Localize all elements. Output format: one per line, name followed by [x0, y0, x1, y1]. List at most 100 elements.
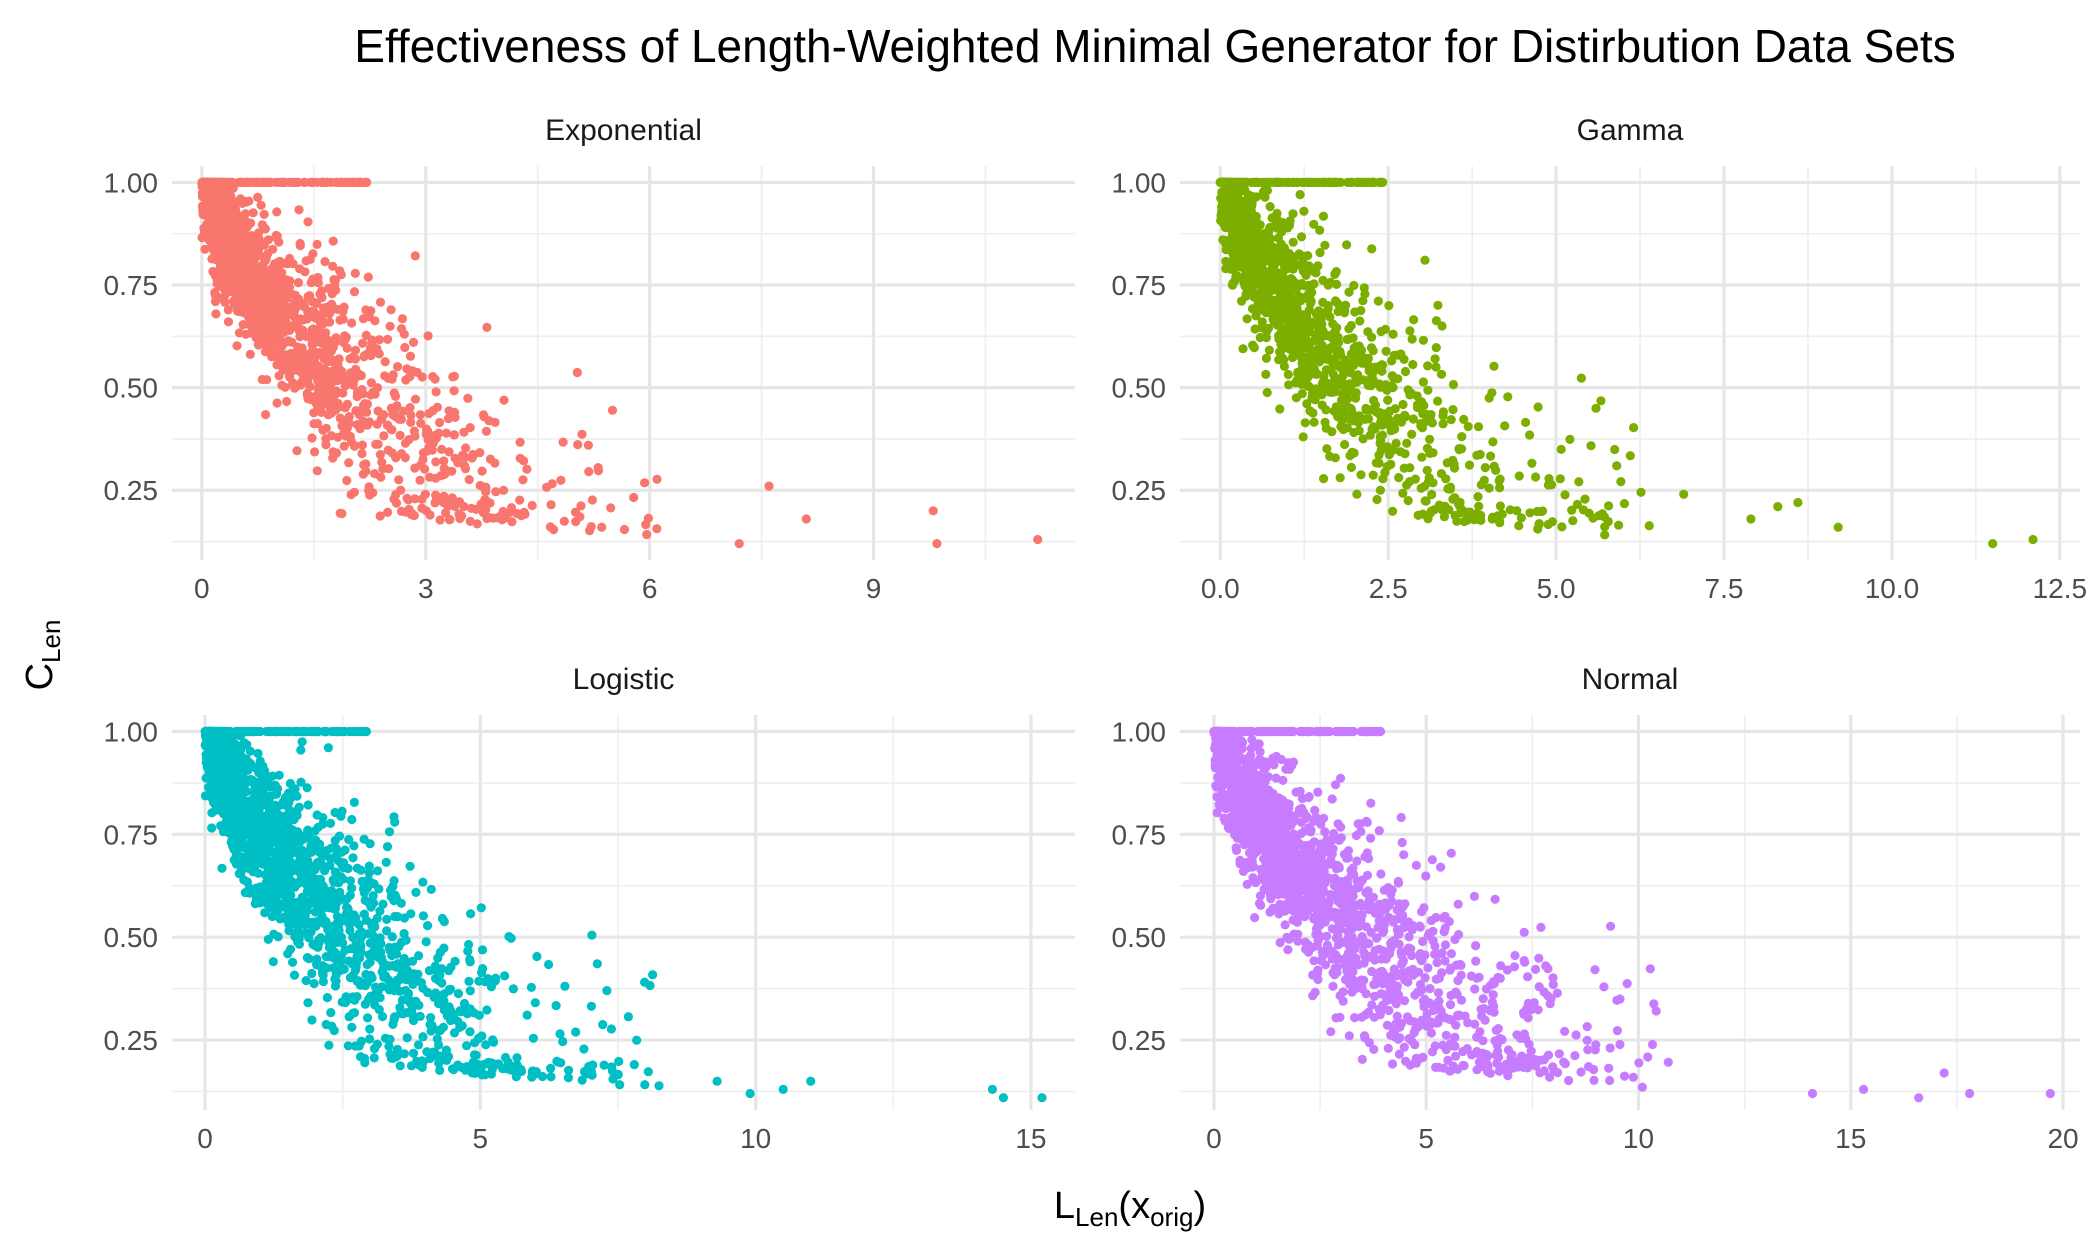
point	[1345, 177, 1355, 187]
point	[1287, 352, 1298, 363]
point	[209, 753, 219, 763]
point	[364, 312, 374, 322]
point	[1377, 177, 1387, 187]
point	[411, 887, 421, 898]
point	[1271, 302, 1281, 312]
point	[583, 440, 594, 450]
point	[466, 503, 476, 513]
point	[357, 440, 367, 450]
point	[1296, 232, 1307, 242]
x-tick-label: 2.5	[1369, 573, 1408, 604]
point	[217, 863, 227, 873]
point	[397, 314, 408, 324]
point	[325, 384, 335, 394]
point	[197, 177, 207, 187]
point	[279, 290, 289, 300]
point	[1318, 211, 1329, 221]
point	[396, 506, 407, 516]
point	[1441, 474, 1451, 484]
point	[1454, 445, 1464, 455]
point	[303, 217, 313, 227]
point	[1436, 369, 1447, 379]
point	[204, 213, 214, 223]
point	[632, 1035, 642, 1045]
point	[392, 401, 402, 411]
point	[406, 417, 416, 427]
point	[482, 1005, 492, 1015]
point	[275, 347, 285, 357]
point	[271, 312, 281, 323]
point	[236, 866, 246, 876]
point	[555, 1029, 565, 1039]
point	[1359, 283, 1369, 293]
point	[443, 414, 453, 424]
point	[1405, 463, 1415, 473]
point	[1240, 245, 1250, 255]
point	[303, 998, 313, 1008]
point	[1625, 451, 1635, 461]
point	[1472, 450, 1482, 460]
point	[273, 932, 283, 942]
point	[1232, 251, 1242, 261]
point	[384, 961, 394, 971]
point	[416, 978, 426, 988]
point	[324, 1040, 334, 1050]
point	[462, 1041, 472, 1051]
y-tick-label: 0.50	[104, 373, 159, 404]
point	[1446, 415, 1456, 425]
point	[223, 305, 233, 315]
point	[1356, 470, 1366, 480]
point	[481, 426, 491, 436]
point	[551, 1001, 561, 1011]
point	[376, 952, 386, 963]
point	[254, 806, 264, 817]
point	[1335, 346, 1345, 357]
point	[322, 177, 332, 187]
point	[1222, 177, 1232, 187]
point	[325, 317, 335, 327]
point	[289, 970, 300, 980]
point	[389, 388, 399, 398]
point	[1243, 190, 1253, 200]
point	[238, 794, 248, 804]
point	[410, 431, 420, 441]
point	[1252, 277, 1262, 287]
point	[490, 458, 500, 468]
point	[322, 342, 332, 352]
outlier-point	[801, 514, 811, 524]
point	[1340, 439, 1350, 450]
point	[1384, 301, 1394, 311]
point	[1300, 323, 1310, 333]
point	[368, 891, 378, 901]
point	[1463, 421, 1473, 432]
point	[350, 268, 360, 278]
point	[592, 959, 602, 969]
point	[1265, 202, 1275, 212]
point	[1410, 474, 1420, 484]
outlier-point	[998, 1093, 1009, 1103]
y-axis-title: CLen	[19, 620, 66, 691]
point	[266, 177, 276, 187]
point	[268, 244, 278, 254]
point	[1448, 379, 1458, 390]
point	[1402, 480, 1412, 490]
point	[374, 1005, 384, 1015]
y-tick-label: 1.00	[104, 167, 159, 198]
point	[221, 288, 231, 298]
point	[248, 208, 258, 218]
point	[1480, 463, 1490, 473]
x-tick-label: 10	[740, 1123, 771, 1154]
point	[1350, 307, 1360, 317]
point	[258, 761, 268, 771]
point	[253, 192, 263, 202]
point	[260, 224, 270, 234]
point	[391, 1052, 401, 1062]
point	[352, 976, 362, 987]
point	[423, 921, 433, 931]
point	[299, 867, 309, 877]
point	[467, 453, 477, 463]
point	[344, 458, 354, 468]
point	[380, 357, 390, 367]
